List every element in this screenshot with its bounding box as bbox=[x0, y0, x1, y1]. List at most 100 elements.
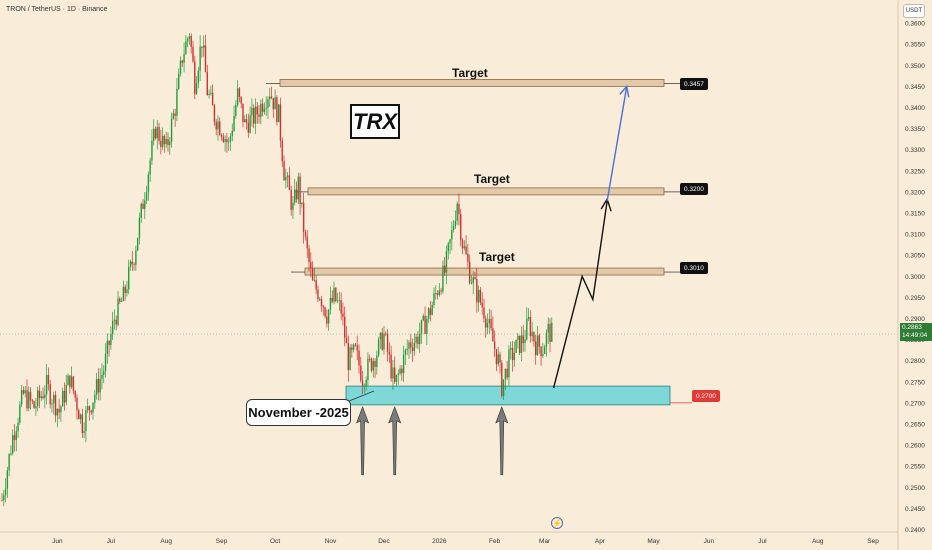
candle-body bbox=[149, 160, 151, 175]
y-tick-label: 0.3000 bbox=[905, 274, 925, 281]
candle-body bbox=[258, 114, 260, 117]
candle-body bbox=[120, 300, 123, 302]
candle-body bbox=[324, 307, 326, 317]
candle-body bbox=[356, 345, 358, 351]
y-tick-label: 0.3600 bbox=[905, 21, 925, 28]
x-tick-label: Dec bbox=[378, 538, 390, 545]
candle-body bbox=[208, 93, 210, 96]
currency-button[interactable]: USDT bbox=[903, 4, 925, 18]
target-price-tag-1: 0.3457 bbox=[680, 78, 708, 90]
candle-body bbox=[395, 374, 398, 382]
candle-body bbox=[308, 248, 310, 263]
support-arrow-shape bbox=[495, 406, 509, 476]
y-tick-label: 0.3450 bbox=[905, 84, 925, 91]
candle-body bbox=[272, 98, 275, 110]
candle-body bbox=[53, 394, 55, 404]
candle-body bbox=[199, 46, 201, 71]
candle-body bbox=[54, 394, 57, 416]
candle-body bbox=[288, 175, 291, 190]
candle-body bbox=[235, 105, 237, 117]
candle-body bbox=[254, 106, 257, 124]
candle-body bbox=[299, 176, 301, 205]
candle-body bbox=[238, 88, 241, 97]
candle-body bbox=[47, 375, 50, 384]
candle-body bbox=[367, 358, 369, 381]
x-tick-label: 2026 bbox=[432, 538, 447, 545]
y-tick-label: 0.2450 bbox=[905, 506, 925, 513]
support-arrow-shape bbox=[388, 406, 402, 476]
candle-body bbox=[279, 104, 282, 141]
candle-body bbox=[467, 253, 469, 262]
candle-body bbox=[420, 320, 423, 334]
x-tick-label: Mar bbox=[539, 538, 551, 545]
y-tick-label: 0.2700 bbox=[905, 400, 925, 407]
candle-body bbox=[319, 299, 321, 300]
candle-body bbox=[463, 246, 466, 249]
candle-body bbox=[533, 332, 535, 342]
candle-body bbox=[35, 406, 37, 409]
candle-body bbox=[45, 375, 48, 395]
y-tick-label: 0.2500 bbox=[905, 485, 925, 492]
x-tick-label: Aug bbox=[812, 538, 824, 545]
target-zone-3 bbox=[304, 267, 665, 276]
candle-body bbox=[518, 335, 521, 353]
candle-body bbox=[413, 342, 416, 351]
lightning-icon[interactable]: ⚡ bbox=[551, 517, 563, 529]
x-tick-label: Aug bbox=[160, 538, 172, 545]
price-axis: 0.3600 0.3550 0.3500 0.3450 0.3400 0.3350 0.33… bbox=[897, 0, 932, 550]
november-callout: November -2025 bbox=[246, 399, 351, 426]
y-tick-label: 0.2900 bbox=[905, 316, 925, 323]
candle-body bbox=[108, 340, 110, 346]
candle-body bbox=[72, 376, 75, 391]
candle-body bbox=[178, 73, 180, 89]
candle-body bbox=[504, 368, 507, 380]
y-tick-label: 0.2750 bbox=[905, 379, 925, 386]
candle-body bbox=[431, 305, 433, 315]
candle-body bbox=[538, 335, 540, 347]
candle-body bbox=[74, 390, 76, 398]
candle-body bbox=[226, 139, 228, 143]
candle-body bbox=[311, 268, 314, 281]
candle-body bbox=[304, 232, 307, 237]
candle-body bbox=[61, 390, 64, 407]
candle-body bbox=[247, 123, 250, 133]
candle-body bbox=[443, 265, 446, 273]
candle-body bbox=[297, 176, 300, 200]
candle-body bbox=[224, 139, 226, 142]
candle-body bbox=[435, 293, 437, 294]
candle-body bbox=[115, 319, 117, 325]
candle-body bbox=[220, 134, 223, 137]
candle-body bbox=[267, 99, 269, 108]
candle-body bbox=[481, 302, 483, 308]
candle-body bbox=[531, 332, 533, 337]
candle-body bbox=[95, 378, 98, 395]
candle-body bbox=[165, 138, 167, 145]
candle-body bbox=[468, 261, 471, 284]
candle-body bbox=[211, 92, 214, 106]
candle-body bbox=[390, 354, 392, 379]
candle-body bbox=[219, 121, 221, 135]
candle-body bbox=[144, 200, 146, 209]
candle-body bbox=[486, 323, 489, 328]
target-price-tag-2: 0.3200 bbox=[680, 183, 708, 195]
candle-body bbox=[22, 390, 25, 394]
candle-body bbox=[401, 368, 403, 374]
candle-body bbox=[104, 353, 107, 372]
y-tick-label: 0.2550 bbox=[905, 464, 925, 471]
candle-body bbox=[67, 375, 69, 386]
candle-body bbox=[17, 422, 19, 432]
candle-body bbox=[358, 350, 360, 366]
candle-body bbox=[136, 238, 139, 251]
x-tick-label: Oct bbox=[270, 538, 280, 545]
candle-body bbox=[135, 250, 137, 265]
candle-body bbox=[336, 300, 339, 302]
candle-body bbox=[545, 332, 548, 348]
candle-body bbox=[78, 410, 80, 420]
callout-pointer bbox=[348, 390, 375, 402]
candle-body bbox=[340, 300, 342, 314]
candle-body bbox=[227, 141, 230, 143]
candle-body bbox=[477, 289, 480, 303]
candle-body bbox=[122, 286, 125, 301]
candle-body bbox=[15, 431, 17, 441]
